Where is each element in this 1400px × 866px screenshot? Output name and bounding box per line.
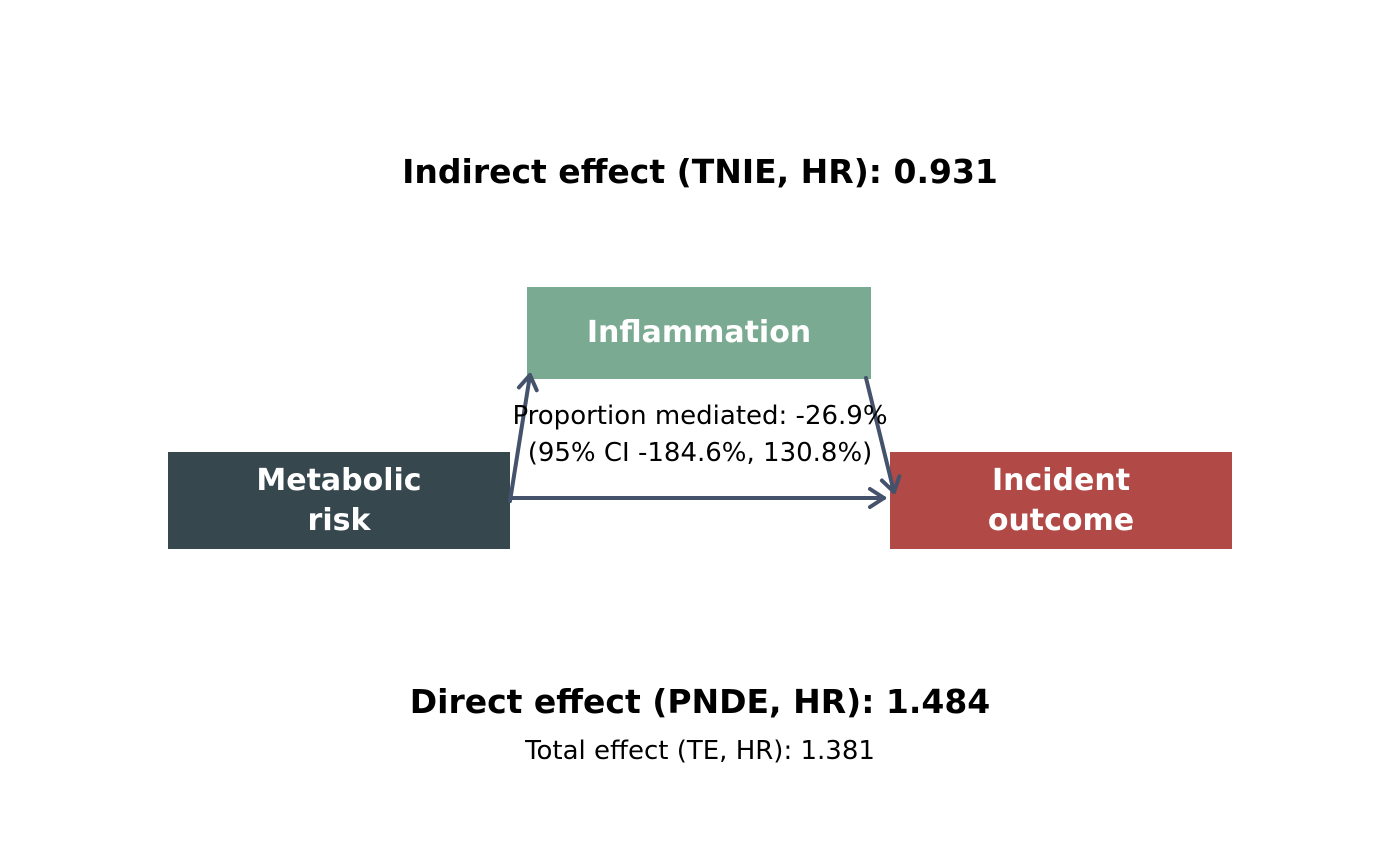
mediation-note: Proportion mediated: -26.9% (95% CI -184… [0,398,1400,472]
direct-effect-label: Direct effect (PNDE, HR): 1.484 [409,682,991,721]
exposure-label-line2: risk [307,502,371,538]
exposure-box: Metabolic risk [168,452,510,549]
outcome-box: Incident outcome [890,452,1232,549]
outcome-label-line2: outcome [987,502,1135,538]
total-effect-label: Total effect (TE, HR): 1.381 [525,736,875,766]
mediator-label: Inflammation [586,315,812,350]
outcome-label-line1: Incident [991,462,1131,498]
mediator-box: Inflammation [527,287,871,379]
exposure-label-line1: Metabolic [256,462,422,498]
mediation-note-line1: Proportion mediated: -26.9% [512,401,888,431]
indirect-effect-title: Indirect effect (TNIE, HR): 0.931 [402,152,998,191]
mediation-note-line2: (95% CI -184.6%, 130.8%) [527,438,873,468]
